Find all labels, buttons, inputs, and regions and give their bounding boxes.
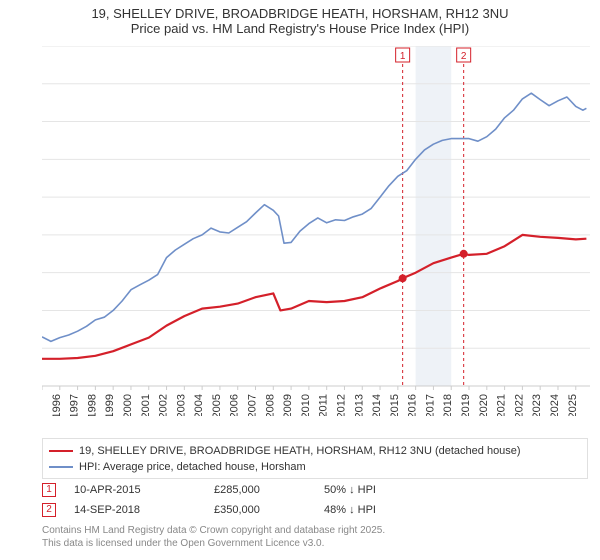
svg-text:2: 2	[461, 51, 467, 62]
legend-item: HPI: Average price, detached house, Hors…	[49, 459, 581, 475]
sale-price: £350,000	[214, 504, 324, 516]
sale-price: £285,000	[214, 484, 324, 496]
svg-text:2017: 2017	[424, 394, 436, 416]
svg-text:2020: 2020	[478, 394, 490, 416]
sale-date: 14-SEP-2018	[74, 504, 214, 516]
svg-text:2014: 2014	[371, 394, 383, 416]
svg-text:2015: 2015	[389, 394, 401, 416]
svg-text:2005: 2005	[211, 394, 223, 416]
svg-text:2004: 2004	[193, 394, 205, 416]
svg-text:2009: 2009	[282, 394, 294, 416]
svg-text:2013: 2013	[353, 394, 365, 416]
footer-attribution: Contains HM Land Registry data © Crown c…	[42, 524, 385, 550]
svg-text:2019: 2019	[460, 394, 472, 416]
sale-date: 10-APR-2015	[74, 484, 214, 496]
svg-text:2006: 2006	[229, 394, 241, 416]
sale-marker-icon: 1	[42, 483, 56, 497]
svg-text:2021: 2021	[496, 394, 508, 416]
svg-text:2016: 2016	[407, 394, 419, 416]
sale-diff: 48% ↓ HPI	[324, 504, 444, 516]
legend-label: 19, SHELLEY DRIVE, BROADBRIDGE HEATH, HO…	[79, 445, 521, 457]
sales-table: 1 10-APR-2015 £285,000 50% ↓ HPI 2 14-SE…	[42, 480, 588, 520]
svg-text:2000: 2000	[122, 394, 134, 416]
sale-diff: 50% ↓ HPI	[324, 484, 444, 496]
svg-text:2018: 2018	[442, 394, 454, 416]
svg-text:1: 1	[400, 51, 406, 62]
svg-text:1995: 1995	[42, 394, 45, 416]
svg-text:2022: 2022	[513, 394, 525, 416]
svg-text:2024: 2024	[549, 394, 561, 416]
svg-text:2010: 2010	[300, 394, 312, 416]
svg-text:2011: 2011	[318, 394, 330, 416]
svg-text:1999: 1999	[104, 394, 116, 416]
sales-row: 1 10-APR-2015 £285,000 50% ↓ HPI	[42, 480, 588, 500]
svg-text:2025: 2025	[567, 394, 579, 416]
svg-text:2012: 2012	[335, 394, 347, 416]
svg-text:2002: 2002	[158, 394, 170, 416]
svg-text:2003: 2003	[175, 394, 187, 416]
svg-text:1998: 1998	[86, 394, 98, 416]
title-line-1: 19, SHELLEY DRIVE, BROADBRIDGE HEATH, HO…	[0, 6, 600, 21]
price-chart: £0£100K£200K£300K£400K£500K£600K£700K£80…	[42, 46, 590, 416]
svg-text:2008: 2008	[264, 394, 276, 416]
legend-item: 19, SHELLEY DRIVE, BROADBRIDGE HEATH, HO…	[49, 443, 581, 459]
legend-label: HPI: Average price, detached house, Hors…	[79, 461, 306, 473]
legend-swatch	[49, 466, 73, 468]
title-line-2: Price paid vs. HM Land Registry's House …	[0, 21, 600, 36]
svg-text:1997: 1997	[69, 394, 81, 416]
svg-text:1996: 1996	[51, 394, 63, 416]
sale-marker-icon: 2	[42, 503, 56, 517]
sales-row: 2 14-SEP-2018 £350,000 48% ↓ HPI	[42, 500, 588, 520]
svg-text:2001: 2001	[140, 394, 152, 416]
legend-swatch	[49, 450, 73, 452]
legend: 19, SHELLEY DRIVE, BROADBRIDGE HEATH, HO…	[42, 438, 588, 479]
svg-text:2023: 2023	[531, 394, 543, 416]
svg-text:2007: 2007	[247, 394, 259, 416]
